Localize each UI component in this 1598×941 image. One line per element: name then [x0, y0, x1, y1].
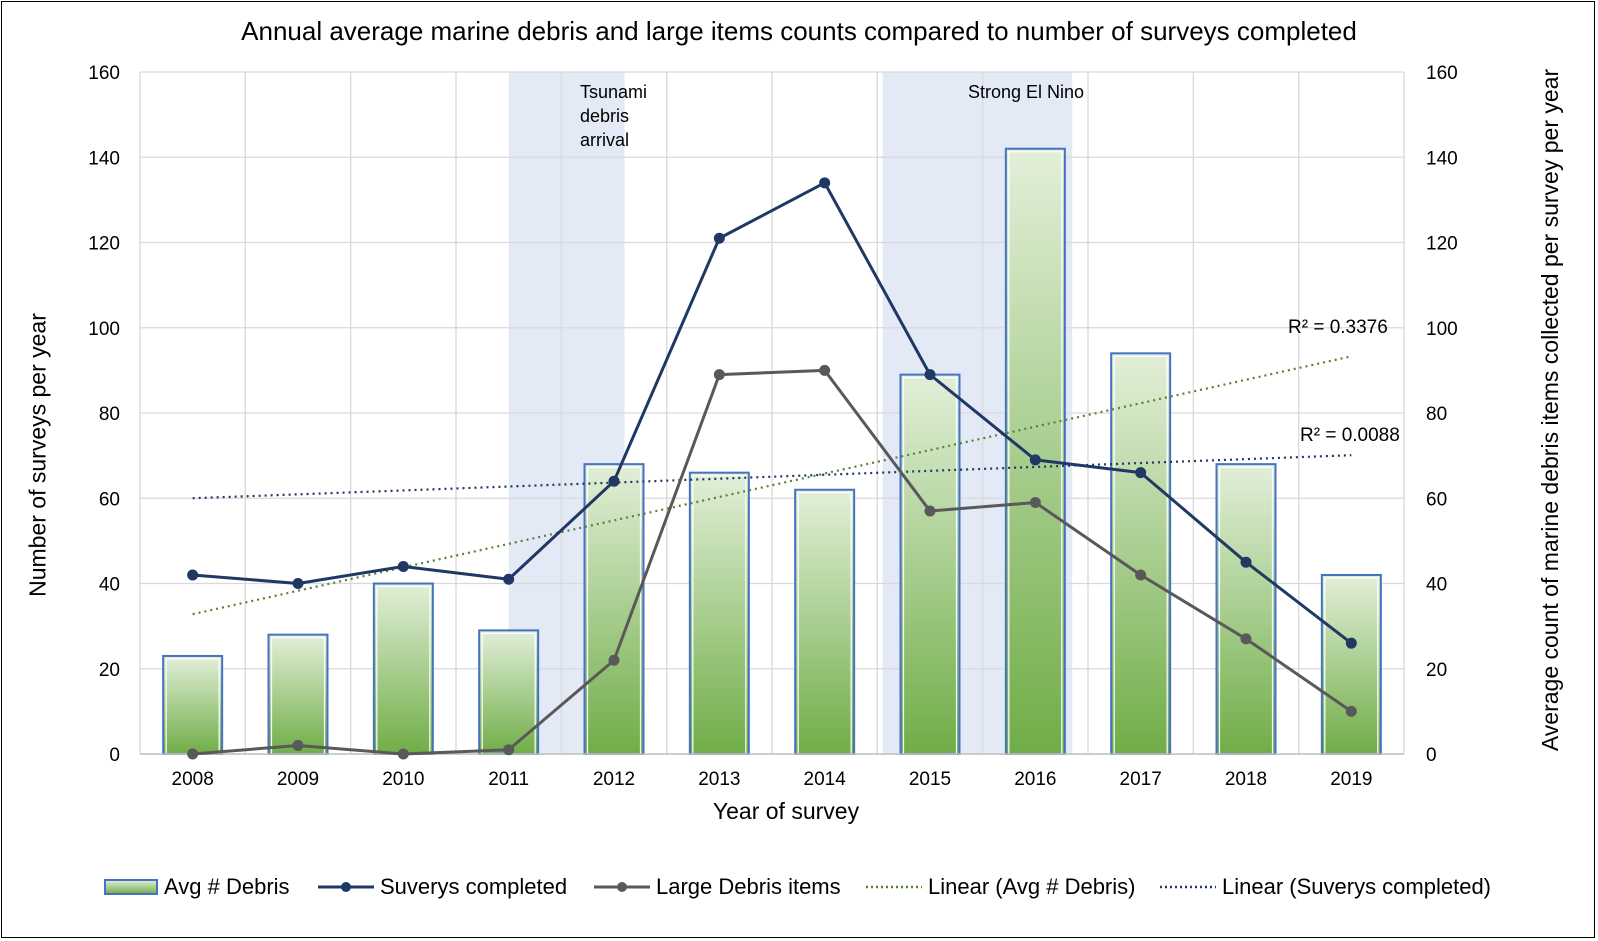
bar — [1004, 147, 1066, 756]
data-point — [292, 578, 304, 589]
legend-swatch-line — [594, 882, 650, 892]
y-tick-label-left: 100 — [88, 319, 120, 340]
data-point — [608, 654, 620, 666]
annotation-line: arrival — [580, 130, 630, 150]
legend-swatch-dotted — [866, 885, 922, 889]
data-point — [1029, 497, 1041, 509]
data-point — [1345, 705, 1357, 717]
bar — [583, 463, 645, 755]
chart-title: Annual average marine debris and large i… — [241, 16, 1357, 46]
y-tick-label-right: 0 — [1426, 745, 1437, 766]
y-tick-label-left: 160 — [88, 63, 120, 84]
annotation-tsunami: Tsunami debris arrival — [580, 80, 647, 152]
x-tick-label: 2011 — [488, 769, 529, 790]
series-line — [192, 181, 1353, 645]
data-point — [924, 369, 936, 381]
bar — [1320, 573, 1382, 755]
legend-swatch-bar — [104, 879, 158, 895]
data-point — [713, 232, 725, 244]
legend-label: Linear (Suverys completed) — [1222, 874, 1492, 899]
data-point — [187, 569, 199, 581]
legend-swatch-line — [318, 882, 374, 892]
r2-label-surveys: R² = 0.0088 — [1300, 425, 1400, 446]
data-point — [819, 364, 831, 376]
bar — [1110, 352, 1172, 755]
legend-item-trend-surveys: Linear (Suverys completed) — [1160, 872, 1491, 902]
legend: Avg # Debris Suverys completed Large Deb… — [0, 872, 1598, 902]
y-tick-label-right: 120 — [1426, 234, 1458, 255]
x-tick-label: 2017 — [1120, 769, 1162, 790]
y-tick-label-left: 20 — [99, 660, 120, 681]
legend-label: Linear (Avg # Debris) — [928, 874, 1136, 899]
data-point — [187, 748, 199, 760]
x-tick-label: 2012 — [593, 769, 635, 790]
data-point — [1135, 569, 1147, 581]
y-tick-label-left: 40 — [99, 575, 120, 596]
x-tick-label: 2013 — [698, 769, 740, 790]
legend-label: Avg # Debris — [164, 874, 290, 899]
y-tick-label-right: 100 — [1426, 319, 1458, 340]
data-point — [397, 748, 409, 760]
y-tick-label-right: 160 — [1426, 63, 1458, 84]
data-point — [1240, 633, 1252, 645]
data-point — [397, 560, 409, 572]
y-axis-right-label: Average count of marine debris items col… — [1537, 68, 1563, 752]
data-point — [503, 744, 515, 756]
y-tick-label-left: 80 — [99, 404, 120, 425]
legend-item-trend-debris: Linear (Avg # Debris) — [866, 872, 1135, 902]
data-point — [819, 177, 831, 189]
data-point — [1029, 454, 1041, 466]
y-tick-label-right: 40 — [1426, 575, 1447, 596]
y-tick-label-right: 60 — [1426, 489, 1447, 510]
data-point — [924, 505, 936, 517]
bar — [688, 471, 750, 755]
bar — [794, 488, 856, 755]
y-tick-label-left: 140 — [88, 148, 120, 169]
bar — [1215, 463, 1277, 755]
annotation-el-nino: Strong El Nino — [968, 80, 1084, 104]
x-axis-label: Year of survey — [712, 798, 860, 824]
y-tick-label-right: 140 — [1426, 148, 1458, 169]
data-point — [1240, 556, 1252, 568]
bar — [478, 629, 540, 756]
data-point — [1135, 467, 1147, 479]
y-tick-label-right: 80 — [1426, 404, 1447, 425]
series-line — [192, 368, 1353, 756]
y-tick-label-right: 20 — [1426, 660, 1447, 681]
data-point — [292, 739, 304, 751]
x-tick-label: 2019 — [1330, 769, 1372, 790]
annotation-line: debris — [580, 106, 630, 126]
legend-item-surveys: Suverys completed — [318, 872, 567, 902]
bar — [162, 654, 224, 756]
x-tick-label: 2014 — [804, 769, 847, 790]
annotation-line: Tsunami — [580, 82, 648, 102]
bar — [899, 373, 961, 755]
trendline — [192, 454, 1352, 500]
legend-item-large-debris: Large Debris items — [594, 872, 841, 902]
legend-item-avg-debris: Avg # Debris — [104, 872, 290, 902]
y-tick-label-left: 120 — [88, 234, 120, 255]
legend-label: Suverys completed — [380, 874, 568, 899]
x-tick-label: 2018 — [1225, 769, 1267, 790]
legend-label: Large Debris items — [656, 874, 841, 899]
x-tick-label: 2009 — [277, 769, 319, 790]
annotation-line: Strong El Nino — [968, 82, 1085, 102]
x-tick-label: 2010 — [382, 769, 424, 790]
y-axis-left-label: Number of surveys per year — [24, 313, 51, 597]
y-tick-label-left: 60 — [99, 489, 120, 510]
legend-swatch-dotted — [1160, 885, 1216, 889]
data-point — [713, 369, 725, 381]
data-point — [608, 475, 620, 487]
bar — [267, 633, 329, 756]
x-tick-label: 2016 — [1014, 769, 1056, 790]
data-point — [1345, 637, 1357, 649]
bar — [372, 582, 434, 755]
r2-label-debris: R² = 0.3376 — [1288, 317, 1388, 338]
y-tick-label-left: 0 — [109, 745, 120, 766]
x-tick-label: 2015 — [909, 769, 951, 790]
x-tick-label: 2008 — [172, 769, 214, 790]
data-point — [503, 573, 515, 585]
